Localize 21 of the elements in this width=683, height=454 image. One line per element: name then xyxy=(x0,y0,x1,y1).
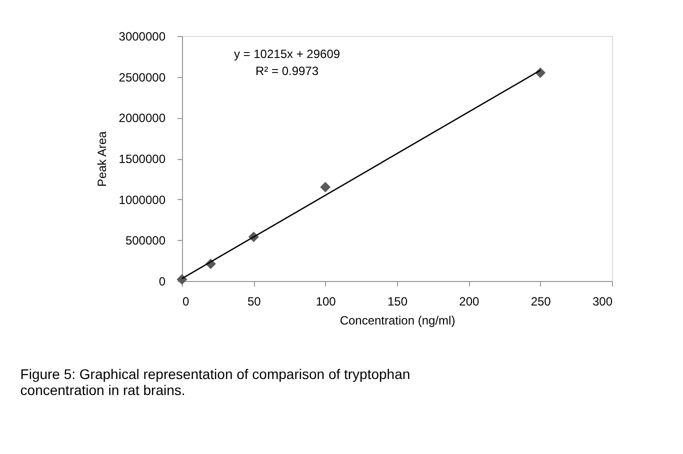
annotation: R² = 0.9973 xyxy=(255,64,319,78)
x-tick-label: 200 xyxy=(459,294,480,308)
x-tick-label: 100 xyxy=(316,294,336,308)
x-tick-label: 50 xyxy=(247,294,262,308)
x-tick-label: 300 xyxy=(592,294,613,308)
y-tick-label: 1500000 xyxy=(118,152,166,166)
point xyxy=(320,182,331,192)
y-tick-label: 2000000 xyxy=(118,111,166,126)
annotation: y = 10215x + 29609 xyxy=(234,47,340,61)
point xyxy=(176,274,188,285)
y-tick-label: 500000 xyxy=(125,234,166,248)
y-tick-label: 2500000 xyxy=(118,70,166,84)
y-tick-label: 3000000 xyxy=(118,30,166,44)
x-tick-label: 0 xyxy=(182,294,190,308)
y-axis-title: Peak Area xyxy=(94,130,109,187)
y-tick-label: 1000000 xyxy=(118,192,166,207)
x-tick-label: 150 xyxy=(387,294,408,308)
x-axis-title: Concentration (ng/ml) xyxy=(340,314,456,328)
y-tick-label: 0 xyxy=(158,274,166,288)
caption: Figure 5: Graphical representation of comparison of tryptophan concentration in rat brains. xyxy=(20,366,410,398)
x-tick-label: 250 xyxy=(530,294,552,308)
